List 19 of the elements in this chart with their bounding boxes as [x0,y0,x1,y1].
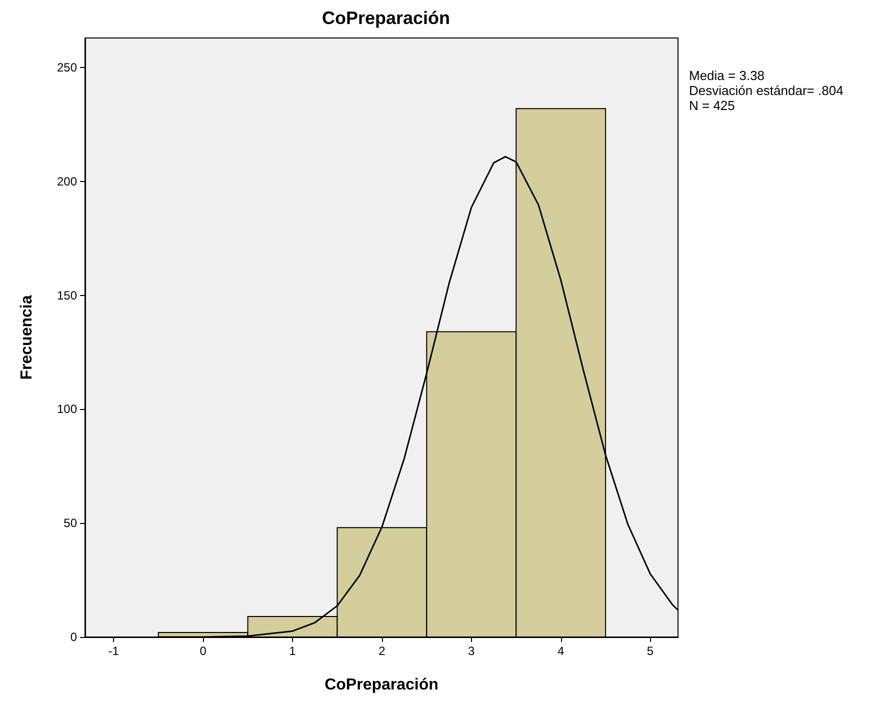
y-tick-label: 100 [56,402,78,416]
text: Desviación estándar= .804 [689,83,844,98]
y-tick-label: 0 [70,630,78,644]
x-tick-label: 4 [557,644,564,658]
x-tick-label: 2 [378,644,386,658]
x-tick-label: 3 [468,644,476,658]
y-tick-label: 200 [56,174,78,188]
y-axis-title: Frecuencia [18,295,36,380]
y-tick-label: 50 [64,516,78,530]
y-tick-label: 250 [56,60,78,75]
chart-title: CoPreparación [322,8,450,28]
x-axis-title: CoPreparación [324,676,438,694]
text: N = 425 [689,98,736,113]
x-tick-label: -1 [108,644,120,658]
x-tick-label: 0 [200,644,207,658]
y-tick-label: 150 [56,288,78,302]
x-tick-label: 5 [646,644,654,658]
text: Media = 3.38 [689,68,766,83]
x-tick-label: 1 [289,644,296,658]
